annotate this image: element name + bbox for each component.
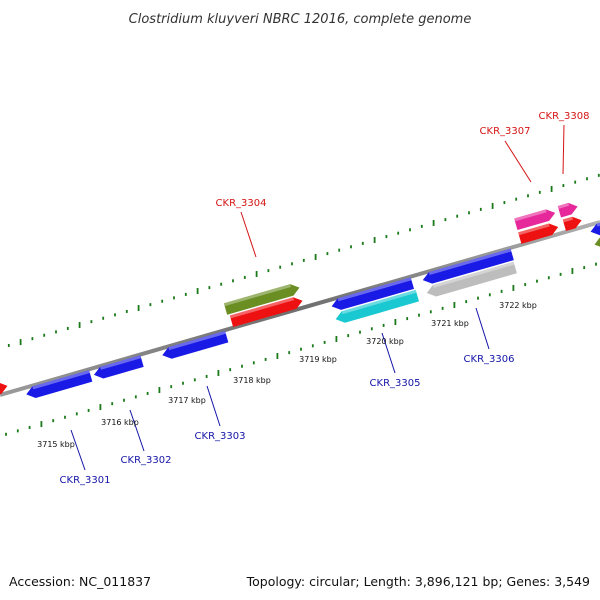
gene-arrow-CKR_3305 — [335, 289, 419, 323]
kbp-label: 3722 kbp — [499, 301, 537, 310]
leader-line-CKR_3303 — [206, 385, 221, 427]
genome-backbone — [0, 220, 600, 397]
genome-summary-text: Topology: circular; Length: 3,896,121 bp… — [246, 574, 590, 589]
arrow-body — [93, 355, 144, 379]
gene-arrow-CKR_3302 — [93, 355, 144, 379]
arrow-highlight — [432, 261, 515, 288]
leader-line-CKR_3302 — [129, 409, 145, 452]
gene-label-CKR_3306: CKR_3306 — [464, 354, 515, 365]
arrow-body — [562, 216, 582, 232]
gene-arrow-CKR_3304 — [223, 284, 300, 315]
arrow-highlight — [32, 370, 90, 390]
map-layer: CKR_3301 CKR_3302 CKR_3303 CKR_3304 CKR_3305… — [0, 111, 600, 486]
kbp-label: 3716 kbp — [101, 418, 139, 427]
gene-arrow-unlabeled — [562, 216, 582, 232]
label-leader-lines — [70, 124, 565, 471]
accession-text: Accession: NC_011837 — [9, 574, 151, 589]
arrow-body — [162, 330, 229, 359]
leader-line-CKR_3306 — [475, 307, 490, 350]
arrow-highlight — [337, 277, 412, 302]
arrow-body — [557, 202, 578, 218]
arrow-body — [422, 248, 514, 284]
arrow-body — [335, 289, 419, 323]
gene-arrow-unlabeled — [331, 277, 415, 310]
gene-arrow-fragment — [590, 217, 600, 236]
inner-tick-track — [5, 262, 597, 436]
gene-label-CKR_3305: CKR_3305 — [370, 378, 421, 389]
kbp-label: 3718 kbp — [233, 376, 271, 385]
gene-arrow-unlabeled — [229, 297, 303, 328]
leader-line-CKR_3304 — [240, 211, 257, 258]
gene-label-CKR_3302: CKR_3302 — [121, 455, 172, 466]
page-title: Clostridium kluyveri NBRC 12016, complet… — [129, 12, 472, 27]
leader-line-CKR_3305 — [381, 332, 396, 374]
arrow-highlight — [229, 297, 295, 319]
gene-arrow-CKR_3308 — [557, 202, 578, 218]
gene-arrow-CKR_3307 — [514, 209, 556, 231]
arrow-highlight — [223, 284, 291, 307]
arrow-body — [518, 223, 559, 244]
kbp-scale-labels: 3715 kbp 3716 kbp 3717 kbp 3718 kbp 3719 kbp… — [37, 301, 537, 449]
gene-label-CKR_3304: CKR_3304 — [216, 198, 267, 209]
arrow-body — [223, 284, 300, 315]
gene-arrow-CKR_3306 — [426, 261, 517, 297]
edge-gene-fragments — [0, 217, 600, 400]
leader-line-CKR_3307 — [504, 140, 532, 183]
gene-label-CKR_3307: CKR_3307 — [480, 126, 531, 137]
gene-label-CKR_3303: CKR_3303 — [195, 431, 246, 442]
arrow-highlight — [100, 355, 142, 370]
gene-arrows — [26, 202, 582, 398]
arrow-highlight — [562, 216, 574, 223]
kbp-label: 3721 kbp — [431, 319, 469, 328]
gene-labels: CKR_3301 CKR_3302 CKR_3303 CKR_3304 CKR_3305… — [60, 111, 590, 486]
arrow-body — [514, 209, 556, 231]
gene-arrow-unlabeled — [518, 223, 559, 244]
kbp-label: 3717 kbp — [168, 396, 206, 405]
leader-line-CKR_3301 — [70, 429, 86, 471]
kbp-label: 3719 kbp — [299, 355, 337, 364]
arrow-body — [331, 277, 415, 310]
leader-line-CKR_3308 — [562, 124, 565, 175]
kbp-label: 3715 kbp — [37, 440, 75, 449]
kbp-label: 3720 kbp — [366, 337, 404, 346]
arrow-highlight — [341, 289, 417, 315]
arrow-body — [590, 217, 600, 236]
gene-arrow-CKR_3301 — [26, 370, 93, 398]
arrow-highlight — [557, 202, 570, 209]
gene-arrow-CKR_3303 — [162, 330, 229, 359]
gene-arrow-fragment — [0, 382, 8, 400]
arrow-highlight — [168, 330, 226, 351]
gene-arrow-unlabeled — [422, 248, 514, 284]
arrow-body — [0, 382, 8, 400]
gene-label-CKR_3301: CKR_3301 — [60, 475, 111, 486]
arrow-highlight — [514, 209, 547, 222]
arrow-highlight — [428, 248, 512, 275]
arrow-highlight — [518, 223, 550, 236]
arrow-body — [26, 370, 93, 398]
arrow-body — [229, 297, 303, 328]
arrow-body — [426, 261, 517, 297]
outer-tick-track — [7, 173, 600, 347]
gene-label-CKR_3308: CKR_3308 — [539, 111, 590, 122]
